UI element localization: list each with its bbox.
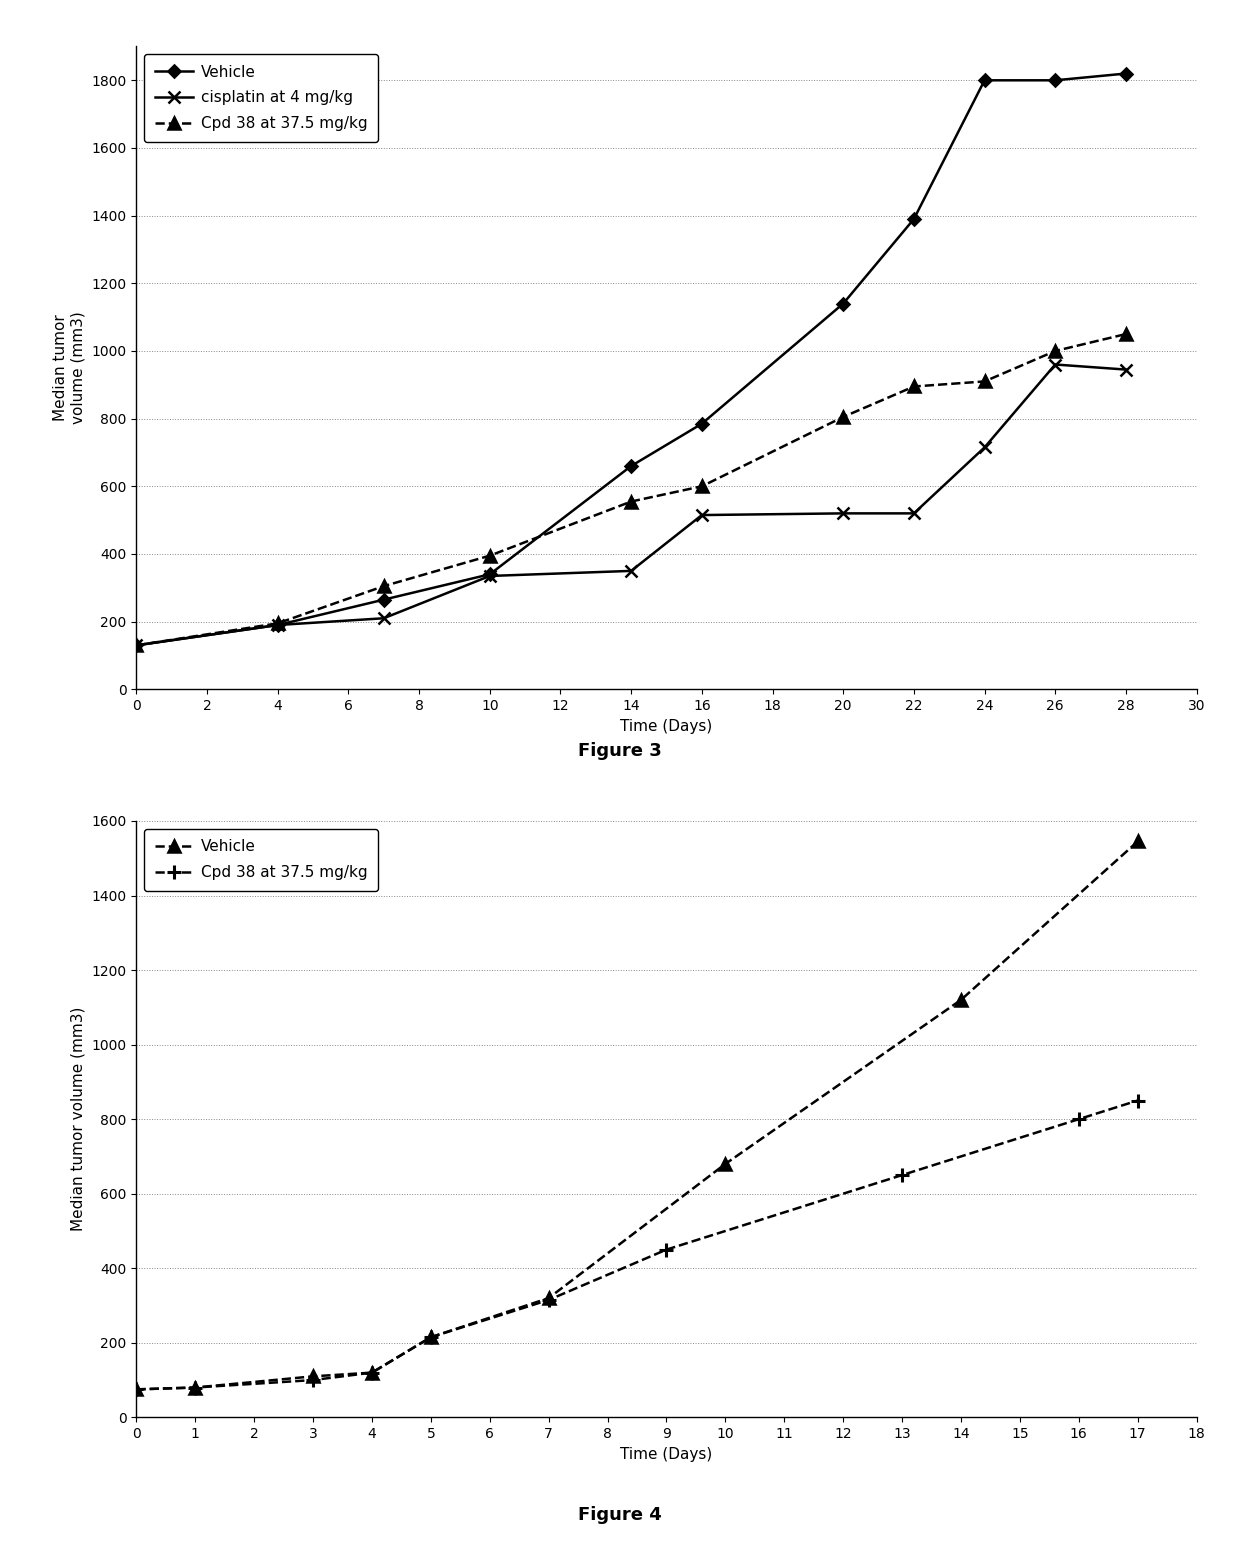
cisplatin at 4 mg/kg [129,637,144,655]
Cpd 38 at 37.5 mg/kg [624,493,639,511]
Cpd 38 at 37.5 mg/kg [977,372,992,390]
Line: Vehicle: Vehicle [133,70,1130,649]
Cpd 38 at 37.5 mg/kg [1048,342,1063,361]
Vehicle [377,590,392,609]
Cpd 38 at 37.5 mg/kg [836,407,851,426]
Cpd 38 at 37.5 mg/kg [1130,1090,1145,1109]
Vehicle [694,415,709,434]
Cpd 38 at 37.5 mg/kg [365,1363,379,1382]
Vehicle [305,1368,320,1386]
cisplatin at 4 mg/kg [377,609,392,627]
cisplatin at 4 mg/kg [906,503,921,522]
Cpd 38 at 37.5 mg/kg [541,1290,556,1309]
Legend: Vehicle, cisplatin at 4 mg/kg, Cpd 38 at 37.5 mg/kg: Vehicle, cisplatin at 4 mg/kg, Cpd 38 at… [144,54,378,143]
Cpd 38 at 37.5 mg/kg [482,547,497,565]
Text: Figure 3: Figure 3 [578,742,662,761]
Line: cisplatin at 4 mg/kg: cisplatin at 4 mg/kg [130,358,1132,652]
cisplatin at 4 mg/kg [836,503,851,522]
cisplatin at 4 mg/kg [624,562,639,581]
Vehicle [482,565,497,584]
Legend: Vehicle, Cpd 38 at 37.5 mg/kg: Vehicle, Cpd 38 at 37.5 mg/kg [144,829,378,891]
Cpd 38 at 37.5 mg/kg [187,1379,202,1397]
Cpd 38 at 37.5 mg/kg [423,1327,439,1346]
Vehicle [1048,71,1063,90]
Line: Cpd 38 at 37.5 mg/kg: Cpd 38 at 37.5 mg/kg [129,1094,1145,1396]
Cpd 38 at 37.5 mg/kg [894,1166,909,1185]
Vehicle [423,1327,439,1346]
Vehicle [836,294,851,313]
Cpd 38 at 37.5 mg/kg [1118,325,1133,344]
Vehicle [1130,832,1145,850]
Cpd 38 at 37.5 mg/kg [377,576,392,595]
Vehicle [187,1379,202,1397]
cisplatin at 4 mg/kg [482,567,497,586]
cisplatin at 4 mg/kg [1118,361,1133,380]
Vehicle [129,637,144,655]
cisplatin at 4 mg/kg [1048,355,1063,373]
X-axis label: Time (Days): Time (Days) [620,719,713,734]
Cpd 38 at 37.5 mg/kg [906,378,921,397]
Vehicle [270,615,285,635]
cisplatin at 4 mg/kg [270,615,285,635]
Vehicle [365,1363,379,1382]
Cpd 38 at 37.5 mg/kg [658,1241,673,1259]
Vehicle [1118,64,1133,82]
Cpd 38 at 37.5 mg/kg [305,1371,320,1389]
cisplatin at 4 mg/kg [977,438,992,457]
X-axis label: Time (Days): Time (Days) [620,1447,713,1462]
Vehicle [541,1289,556,1307]
Cpd 38 at 37.5 mg/kg [129,1380,144,1399]
Text: Figure 4: Figure 4 [578,1506,662,1524]
Vehicle [129,1380,144,1399]
Vehicle [954,991,968,1010]
Cpd 38 at 37.5 mg/kg [694,477,709,496]
Cpd 38 at 37.5 mg/kg [1071,1109,1086,1128]
Cpd 38 at 37.5 mg/kg [129,637,144,655]
Y-axis label: Median tumor volume (mm3): Median tumor volume (mm3) [71,1007,86,1231]
Line: Vehicle: Vehicle [131,836,1143,1396]
Vehicle [977,71,992,90]
cisplatin at 4 mg/kg [694,507,709,525]
Cpd 38 at 37.5 mg/kg [270,613,285,632]
Y-axis label: Median tumor
volume (mm3): Median tumor volume (mm3) [53,311,86,424]
Vehicle [624,457,639,476]
Vehicle [718,1154,733,1173]
Vehicle [906,209,921,228]
Line: Cpd 38 at 37.5 mg/kg: Cpd 38 at 37.5 mg/kg [131,328,1131,651]
